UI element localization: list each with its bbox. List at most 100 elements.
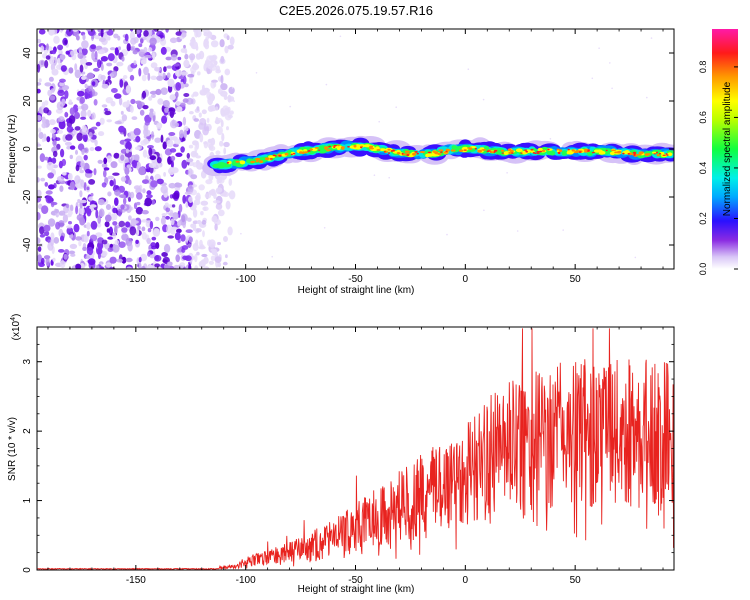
spectrogram-noise-blob <box>176 228 182 234</box>
spectrogram-noise-blob <box>82 133 88 143</box>
spectrogram-noise-blob <box>198 184 205 191</box>
spectrogram-speckle <box>467 68 470 70</box>
spectrogram-noise-blob <box>139 109 145 116</box>
spectrogram-noise-blob <box>89 146 95 152</box>
spectrogram-noise-blob <box>106 62 113 67</box>
spectrogram-noise-blob <box>126 43 131 52</box>
spectrogram-noise-blob <box>118 241 126 248</box>
spectrogram-noise-blob <box>154 137 161 143</box>
spectrogram-noise-blob <box>210 137 216 146</box>
spectrogram-noise-blob <box>64 90 69 99</box>
spectrogram-ridge-blob <box>356 144 361 148</box>
spectrogram-noise-blob <box>155 242 160 249</box>
spectrogram-ridge-blob <box>658 153 662 155</box>
spectrogram-ridge-blob <box>653 153 657 155</box>
spectrogram-noise-blob <box>165 56 172 61</box>
spectrogram-noise-blob <box>37 196 42 203</box>
spectrogram-noise-blob <box>201 84 205 92</box>
spectrogram-noise-blob <box>77 90 85 97</box>
spectrogram-noise-blob <box>148 147 153 157</box>
spectrogram-noise-blob <box>44 156 49 161</box>
spectrogram-noise-blob <box>213 82 217 88</box>
spectrogram-noise-blob <box>69 154 74 160</box>
spectrogram-noise-blob <box>37 254 43 263</box>
spectrogram-ridge-blob <box>559 149 563 153</box>
spectrogram-noise-blob <box>151 131 155 140</box>
spectrogram-noise-blob <box>214 223 218 231</box>
snr-x-tick-label: -100 <box>236 575 256 586</box>
spectrogram-noise-blob <box>150 94 156 98</box>
spectrogram-x-tick-label: -100 <box>236 274 256 285</box>
spectrogram-noise-blob <box>174 232 181 241</box>
spectrogram-noise-blob <box>150 180 158 188</box>
spectrogram-noise-blob <box>58 116 65 123</box>
spectrogram-noise-blob <box>120 176 127 182</box>
spectrogram-noise-blob <box>79 64 84 73</box>
spectrogram-noise-blob <box>162 100 170 108</box>
spectrogram-ridge-blob <box>353 144 357 148</box>
spectrogram-noise-blob <box>170 155 176 161</box>
spectrogram-noise-blob <box>160 216 166 226</box>
snr-x-tick-label: -50 <box>348 575 363 586</box>
spectrogram-noise-blob <box>217 209 225 217</box>
spectrogram-noise-blob <box>125 257 133 263</box>
spectrogram-noise-blob <box>216 126 223 136</box>
spectrogram-noise-field <box>37 29 653 276</box>
spectrogram-ridge-blob <box>566 151 574 155</box>
spectrogram-noise-blob <box>161 213 167 217</box>
spectrogram-noise-blob <box>53 237 60 244</box>
spectrogram-noise-blob <box>201 109 207 115</box>
spectrogram-noise-blob <box>95 209 99 219</box>
spectrogram-noise-blob <box>178 203 183 213</box>
spectrogram-noise-blob <box>204 193 212 199</box>
spectrogram-noise-blob <box>193 29 197 33</box>
spectrogram-noise-blob <box>79 96 86 104</box>
spectrogram-noise-blob <box>194 195 201 201</box>
spectrogram-noise-blob <box>197 29 199 30</box>
spectrogram-noise-blob <box>191 36 196 43</box>
spectrogram-noise-blob <box>72 29 79 32</box>
spectrogram-noise-blob <box>199 133 204 143</box>
spectrogram-noise-blob <box>132 50 138 55</box>
spectrogram-noise-blob <box>186 158 194 163</box>
spectrogram-noise-blob <box>118 125 125 133</box>
spectrogram-ridge-blob <box>239 160 246 163</box>
spectrogram-noise-blob <box>76 132 83 142</box>
spectrogram-noise-blob <box>164 271 170 275</box>
spectrogram-noise-blob <box>191 184 198 188</box>
spectrogram-noise-blob <box>227 44 234 50</box>
spectrogram-ridge-blob <box>520 152 523 154</box>
spectrogram-noise-blob <box>124 138 132 142</box>
spectrogram-ridge-blob <box>437 153 442 155</box>
spectrogram-noise-blob <box>189 53 196 61</box>
spectrogram-ridge-blob <box>299 151 303 154</box>
spectrogram-noise-blob <box>197 29 200 30</box>
spectrogram-noise-blob <box>186 152 190 159</box>
spectrogram-ridge-blob <box>646 153 651 156</box>
spectrogram-noise-blob <box>81 75 87 80</box>
spectrogram-noise-blob <box>38 78 42 83</box>
spectrogram-noise-blob <box>200 211 204 216</box>
spectrogram-ridge-blob <box>333 146 336 148</box>
spectrogram-ridge-blob <box>511 152 514 154</box>
spectrogram-ridge-blob <box>352 147 359 150</box>
spectrogram-noise-blob <box>86 230 90 237</box>
spectrogram-noise-blob <box>44 182 49 187</box>
spectrogram-noise-blob <box>41 122 47 129</box>
spectrogram-noise-blob <box>154 272 159 276</box>
spectrogram-noise-blob <box>135 239 139 244</box>
spectrogram-noise-blob <box>127 215 132 221</box>
spectrogram-noise-blob <box>110 213 116 221</box>
spectrogram-noise-blob <box>214 256 222 263</box>
spectrogram-noise-blob <box>99 117 105 125</box>
spectrogram-noise-blob <box>138 67 142 77</box>
spectrogram-noise-blob <box>185 202 189 208</box>
spectrogram-noise-blob <box>113 66 119 72</box>
spectrogram-ridge-blob <box>347 146 350 148</box>
spectrogram-noise-blob <box>147 47 153 53</box>
spectrogram-noise-blob <box>106 36 111 41</box>
spectrogram-noise-blob <box>65 134 73 141</box>
spectrogram-noise-blob <box>110 71 117 78</box>
colorbar-tick-label: 0.6 <box>698 111 708 124</box>
spectrogram-noise-blob <box>87 109 92 117</box>
